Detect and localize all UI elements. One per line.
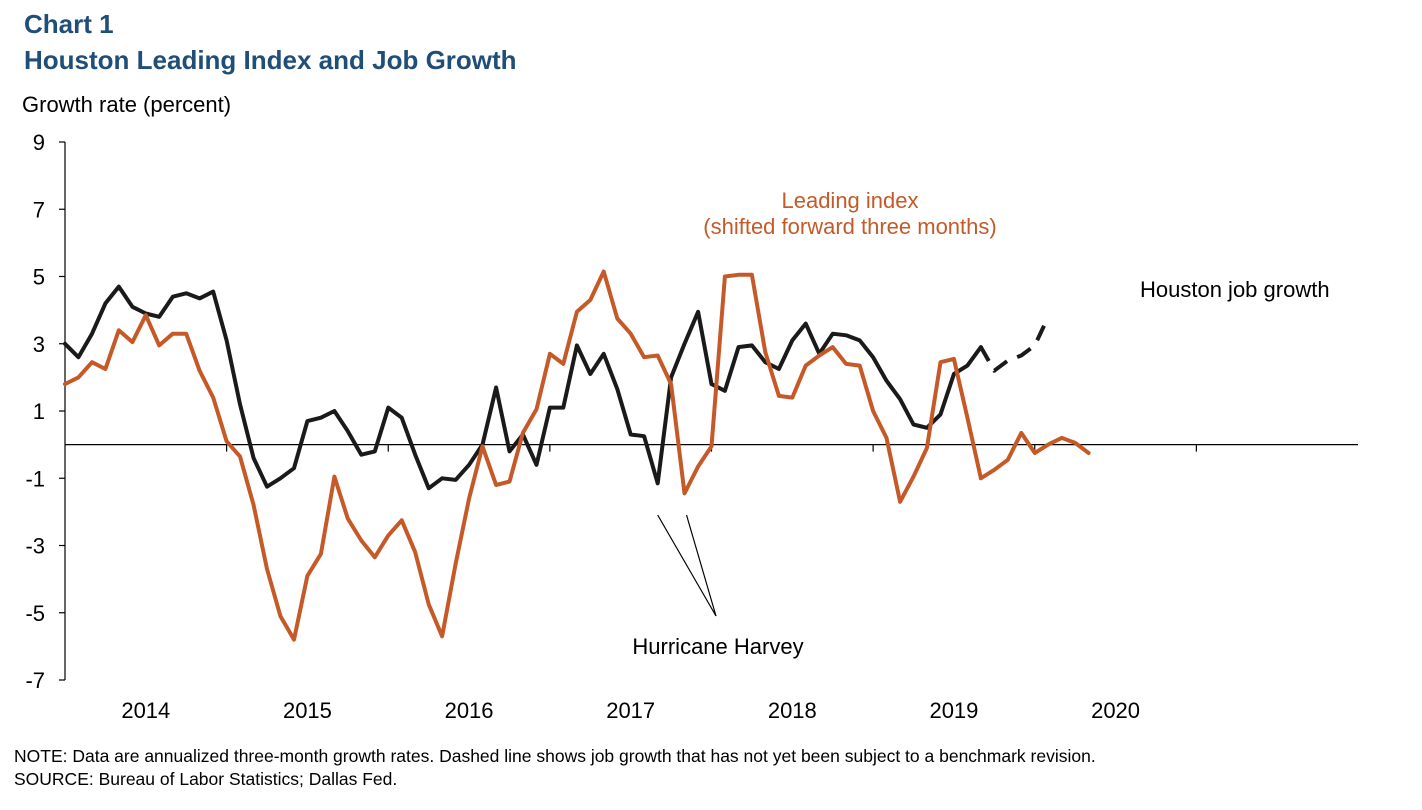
y-tick-label: 1	[33, 399, 45, 424]
x-tick-label: 2014	[121, 698, 170, 723]
y-tick-label: 9	[33, 130, 45, 155]
y-tick-label: 5	[33, 265, 45, 290]
x-tick-label: 2020	[1091, 698, 1140, 723]
series-layer	[63, 269, 1091, 642]
y-tick-label: -5	[25, 601, 45, 626]
y-axis-label: Growth rate (percent)	[22, 92, 232, 117]
chart-number: Chart 1	[24, 9, 114, 39]
annotation-line: (shifted forward three months)	[703, 214, 996, 239]
x-tick-label: 2018	[768, 698, 817, 723]
annotations: Leading index (shifted forward three mont…	[632, 188, 1329, 659]
annotation-line: Leading index	[781, 188, 918, 213]
axes: -7 -5 -3 -1 1 3 5 7 9 2014 2015 2016 2017 2018 2019 202…	[25, 130, 1358, 723]
note-text: NOTE: Data are annualized three-month gr…	[14, 746, 1096, 766]
x-tick-label: 2016	[445, 698, 494, 723]
y-tick-label: -1	[25, 466, 45, 491]
leading-index-annotation: Leading index (shifted forward three mont…	[703, 188, 996, 239]
x-tick-label: 2015	[283, 698, 332, 723]
harvey-pointer-line	[657, 514, 717, 617]
y-tick-label: 3	[33, 332, 45, 357]
hurricane-harvey-annotation: Hurricane Harvey	[632, 634, 803, 659]
series-line-2	[63, 269, 1091, 642]
y-tick-label: 7	[33, 197, 45, 222]
x-tick-label: 2017	[606, 698, 655, 723]
annotation-line: Houston job growth	[1140, 277, 1330, 302]
hurricane-harvey-pointer	[657, 514, 717, 617]
y-tick-label: -3	[25, 534, 45, 559]
source-text: SOURCE: Bureau of Labor Statistics; Dall…	[14, 769, 398, 789]
chart-title: Houston Leading Index and Job Growth	[24, 45, 517, 75]
line-chart: -7 -5 -3 -1 1 3 5 7 9 2014 2015 2016 2017 2018 2019 202…	[25, 130, 1358, 723]
harvey-pointer-line	[685, 514, 717, 617]
job-growth-annotation: Houston job growth	[1140, 277, 1330, 302]
y-tick-label: -7	[25, 668, 45, 693]
annotation-line: Hurricane Harvey	[632, 634, 803, 659]
series-line-0	[63, 284, 983, 491]
series-line-1	[979, 315, 1051, 373]
x-tick-label: 2019	[929, 698, 978, 723]
